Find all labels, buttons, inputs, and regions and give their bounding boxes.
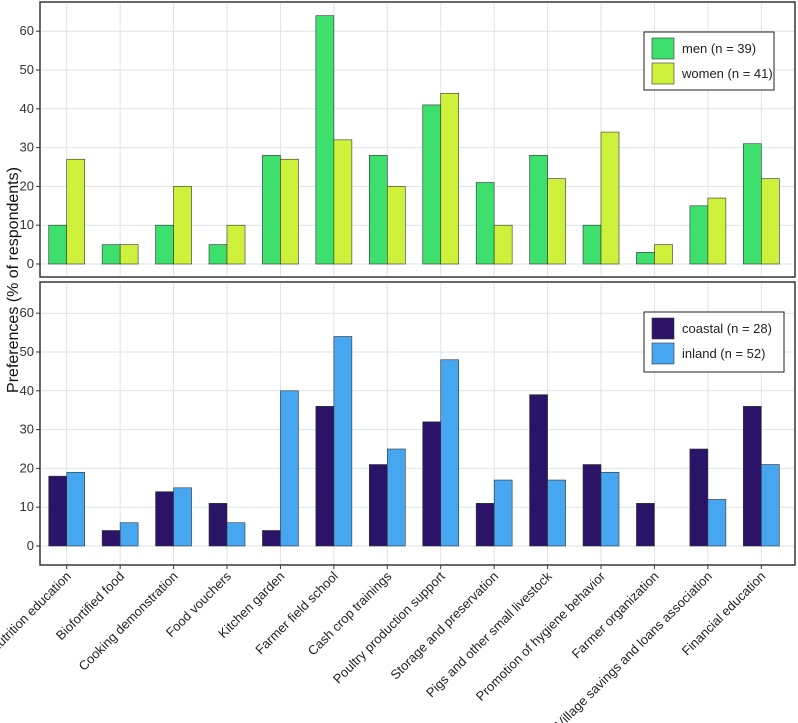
bar [529,394,548,547]
legend-swatch [651,317,675,340]
bar [119,244,139,265]
bar [636,503,655,547]
y-tick-label: 50 [20,344,34,359]
bar [226,522,246,547]
y-tick-label: 40 [20,383,34,398]
bar [280,158,299,265]
bar [600,131,620,265]
y-tick-label: 50 [20,62,34,77]
bar [440,359,460,547]
legend-swatch [651,62,675,85]
bar [280,390,299,547]
y-tick-label: 60 [20,23,34,38]
x-tick-label: Poultry production support [330,568,448,686]
y-tick-label: 20 [20,178,34,193]
bar [529,155,548,265]
bar [582,224,602,265]
bar [333,336,353,547]
bar [689,205,709,265]
bar [315,406,335,547]
legend-label: inland (n = 52) [682,346,765,361]
bar [386,186,406,265]
bar [547,479,566,547]
y-tick-label: 30 [20,140,34,155]
bar [226,224,246,265]
bar [475,503,495,547]
y-axis-label: Preferences (% of respondents) [5,167,22,393]
bar [636,252,655,265]
bar [66,158,86,265]
legend-label: men (n = 39) [682,41,756,56]
bar [761,178,780,265]
bar [707,499,727,547]
bar [475,182,495,265]
bar [707,197,727,265]
bar [315,15,335,265]
bar [440,92,460,265]
bar [333,139,353,265]
bar [262,155,281,265]
x-tick-label: Cooking demonstration [76,569,181,674]
panel-frame [39,1,796,278]
bar [422,421,442,547]
y-tick-label: 60 [20,305,34,320]
bar [689,448,709,547]
y-tick-label: 10 [20,499,34,514]
bar [173,186,192,265]
legend-label: women (n = 41) [681,66,773,81]
bar [155,491,174,547]
bar [66,471,86,547]
bar [493,479,513,547]
bar [101,530,121,547]
bar [262,530,281,547]
bar [743,143,762,265]
y-tick-label: 20 [20,460,34,475]
bar [600,471,620,547]
y-tick-label: 30 [20,422,34,437]
bar [119,522,139,547]
bar [368,464,388,547]
bar [173,487,192,547]
bar [654,244,673,265]
bar [422,104,442,265]
bar [761,464,780,547]
bar [743,406,762,547]
legend-swatch [651,37,675,60]
top-panel: 0 10 20 30 40 50 60 men (n = 39) women (n = 41) [20,1,796,278]
legend-label: coastal (n = 28) [682,321,772,336]
panel-frame [39,281,796,566]
y-tick-label: 40 [20,101,34,116]
bar [386,448,406,547]
y-tick-label: 0 [27,538,34,553]
bar [101,244,121,265]
y-tick-label: 0 [27,256,34,271]
bottom-panel: 0 10 20 30 40 50 60 coastal (n = 28) inland (n =… [20,281,796,566]
bar [368,155,388,265]
bar [48,475,68,547]
x-tick-label: Storage and preservation [387,569,501,683]
y-tick-label: 10 [20,217,34,232]
bar [582,464,602,547]
bar [208,503,228,547]
legend-swatch [651,342,675,365]
bar [547,178,566,265]
bar [155,224,174,265]
bar [208,244,228,265]
bar [493,224,513,265]
bar [48,224,68,265]
